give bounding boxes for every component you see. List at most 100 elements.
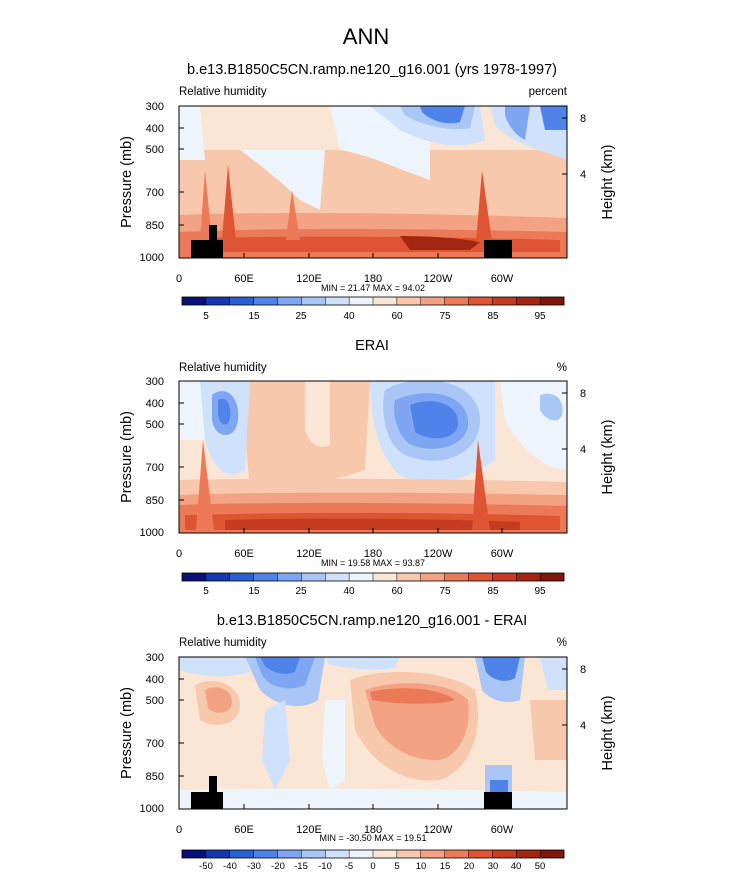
ytick-label: 1000 [140, 527, 164, 539]
ytick-label: 500 [146, 419, 164, 431]
colorbar-swatch [253, 850, 278, 858]
colorbar-swatch [468, 850, 493, 858]
right-label: % [557, 637, 567, 649]
colorbar-label: 10 [416, 861, 427, 872]
colorbar-label: -30 [247, 861, 261, 872]
xtick-label: 120W [424, 824, 453, 836]
colorbar-swatch [349, 297, 374, 305]
colorbar-label: 5 [203, 586, 209, 597]
ytick-label: 400 [146, 398, 164, 410]
colorbar [181, 296, 565, 306]
colorbar-swatch [205, 850, 231, 858]
colorbar-swatch [492, 850, 517, 858]
colorbar-label: 40 [511, 861, 522, 872]
stats-label: MIN = 21.47 MAX = 94.02 [321, 283, 425, 293]
xtick-label: 60W [491, 548, 514, 560]
xtick-label: 180 [364, 273, 382, 285]
colorbar-swatch [325, 573, 350, 581]
ytick-right-label: 8 [580, 664, 586, 676]
ylabel-left: Pressure (mb) [119, 687, 135, 779]
left-label: Relative humidity [179, 86, 267, 98]
colorbar-swatch [229, 573, 254, 581]
colorbar-swatch [420, 850, 445, 858]
terrain-mask [484, 792, 512, 809]
colorbar-swatch [253, 573, 278, 581]
colorbar-label: 95 [534, 311, 546, 322]
ytick-right-label: 8 [580, 388, 586, 400]
ytick-label: 850 [146, 220, 164, 232]
xtick-label: 120W [424, 548, 453, 560]
terrain-mask [209, 776, 217, 793]
figure-title: ANN [343, 24, 389, 49]
colorbar-label: -40 [223, 861, 237, 872]
ylabel-right: Height (km) [600, 420, 616, 495]
ytick-label: 300 [146, 652, 164, 664]
xtick-label: 60E [234, 824, 254, 836]
colorbar-swatch [468, 573, 493, 581]
stats-label: MIN = -30.50 MAX = 19.51 [319, 833, 426, 843]
colorbar-swatch [540, 850, 565, 858]
xtick-label: 180 [364, 548, 382, 560]
terrain-mask [209, 225, 217, 241]
colorbar-swatch [205, 573, 231, 581]
right-label: % [557, 362, 567, 374]
colorbar-swatch [516, 573, 541, 581]
ytick-right-label: 4 [580, 720, 586, 732]
colorbar-swatch [373, 850, 398, 858]
ytick-right-label: 4 [580, 444, 586, 456]
xtick-label: 120E [296, 273, 322, 285]
ytick-label: 300 [146, 101, 164, 113]
colorbar-swatch [444, 573, 469, 581]
xtick-label: 0 [176, 548, 182, 560]
colorbar-label: -15 [294, 861, 308, 872]
ytick-label: 700 [146, 738, 164, 750]
colorbar-label: 15 [248, 311, 260, 322]
panel-title: b.e13.B1850C5CN.ramp.ne120_g16.001 - ERA… [217, 613, 527, 629]
colorbar-label: -50 [199, 861, 213, 872]
colorbar-swatch [229, 850, 254, 858]
xtick-label: 60E [234, 273, 254, 285]
ytick-right-label: 8 [580, 113, 586, 125]
ytick-right-label: 4 [580, 169, 586, 181]
ytick-label: 700 [146, 187, 164, 199]
xtick-label: 120E [296, 824, 322, 836]
colorbar-swatch [444, 850, 469, 858]
colorbar-label: 85 [487, 311, 499, 322]
colorbar-swatch [540, 573, 565, 581]
panel-title: b.e13.B1850C5CN.ramp.ne120_g16.001 (yrs … [187, 62, 557, 78]
terrain-mask [191, 240, 223, 258]
colorbar-swatch [301, 573, 326, 581]
colorbar-swatch [373, 297, 398, 305]
colorbar-swatch [420, 573, 445, 581]
colorbar-swatch [516, 850, 541, 858]
xtick-label: 60W [491, 824, 514, 836]
ytick-label: 500 [146, 144, 164, 156]
colorbar-swatch [182, 573, 207, 581]
colorbar-label: 75 [439, 586, 451, 597]
xtick-label: 0 [176, 824, 182, 836]
colorbar-swatch [349, 850, 374, 858]
colorbar-label: -5 [345, 861, 353, 872]
colorbar-swatch [468, 297, 493, 305]
ylabel-right: Height (km) [600, 696, 616, 771]
colorbar-label: 40 [343, 311, 355, 322]
ylabel-left: Pressure (mb) [119, 411, 135, 503]
panel-title: ERAI [355, 338, 389, 354]
panel-difference: b.e13.B1850C5CN.ramp.ne120_g16.001 - ERA… [119, 613, 616, 872]
colorbar-swatch [253, 297, 278, 305]
colorbar-swatch [396, 850, 422, 858]
xtick-label: 60E [234, 548, 254, 560]
ytick-label: 850 [146, 495, 164, 507]
ytick-label: 700 [146, 462, 164, 474]
colorbar-swatch [373, 573, 398, 581]
colorbar-swatch [396, 297, 422, 305]
colorbar-label: 5 [203, 311, 209, 322]
colorbar-swatch [277, 297, 302, 305]
heatmap-field [179, 657, 567, 809]
colorbar-label: 60 [391, 586, 403, 597]
xtick-label: 180 [364, 824, 382, 836]
xtick-label: 120W [424, 273, 453, 285]
xtick-label: 60W [491, 273, 514, 285]
colorbar-label: 75 [439, 311, 451, 322]
panel-erai: ERAI Relative humidity % Pressu [119, 338, 616, 597]
